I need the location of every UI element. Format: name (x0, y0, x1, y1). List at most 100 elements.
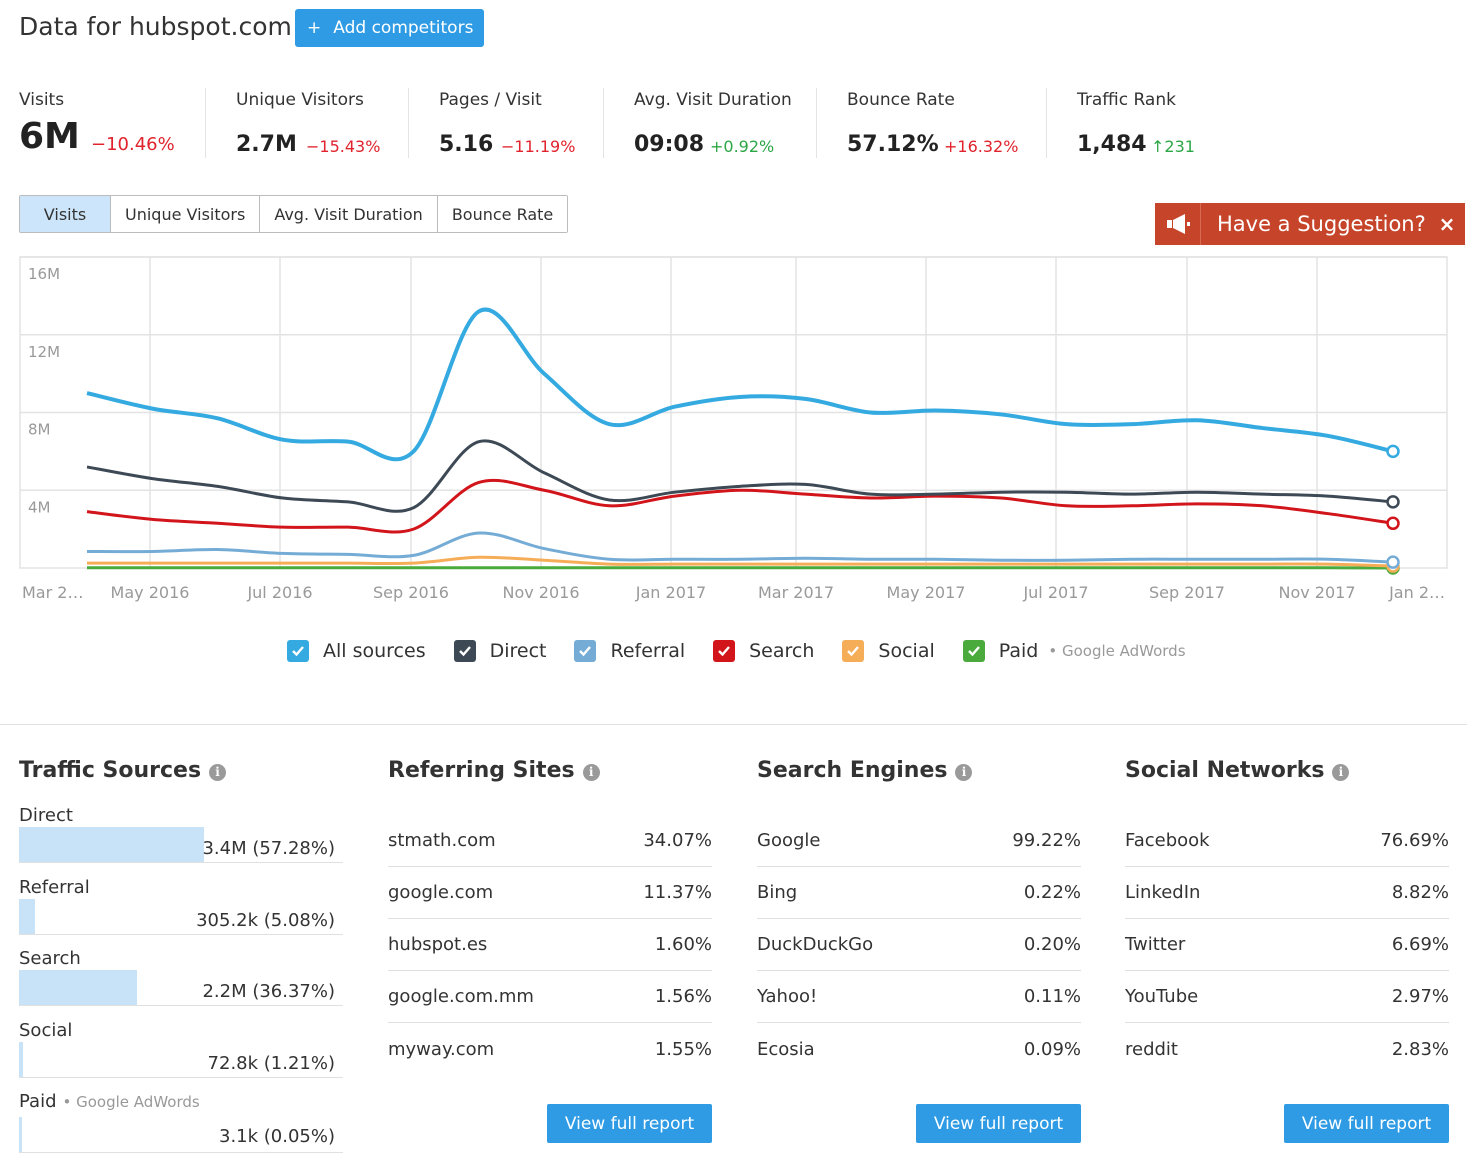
engine-name: Google (757, 830, 821, 851)
metric-label: Pages / Visit (439, 90, 542, 110)
list-item[interactable]: DuckDuckGo 0.20% (757, 919, 1081, 971)
metric-label: Bounce Rate (847, 90, 955, 110)
site-pct: 11.37% (643, 882, 712, 903)
network-name: LinkedIn (1125, 882, 1201, 903)
metric-separator (816, 88, 817, 158)
series-line-direct (86, 439, 1394, 513)
list-item[interactable]: google.com 11.37% (388, 867, 712, 919)
x-tick-label: Jan 2017 (635, 583, 706, 602)
network-pct: 76.69% (1380, 830, 1449, 851)
x-tick-label: May 2017 (887, 583, 966, 602)
traffic-source-direct: Direct 3.4M (57.28%) (19, 805, 343, 877)
traffic-source-value: 305.2k (5.08%) (196, 910, 335, 931)
checkbox-checked-icon[interactable] (287, 640, 309, 662)
metric-value: 09:08 (634, 132, 705, 157)
checkbox-checked-icon[interactable] (842, 640, 865, 662)
metric-value: 6M (19, 116, 80, 157)
panel-title: Social Networks i (1125, 750, 1449, 790)
list-item[interactable]: Twitter 6.69% (1125, 919, 1449, 971)
list-item[interactable]: Bing 0.22% (757, 867, 1081, 919)
page-title: Data for hubspot.com (19, 12, 292, 41)
list-item[interactable]: myway.com 1.55% (388, 1023, 712, 1075)
traffic-share-bar (19, 1042, 23, 1077)
metric-separator (603, 88, 604, 158)
panel-title: Referring Sites i (388, 750, 712, 790)
site-name: google.com.mm (388, 986, 534, 1007)
row-divider (19, 1005, 343, 1006)
metrics-bar: Visits 6M −10.46% Unique Visitors 2.7M −… (0, 86, 1467, 166)
legend-referral[interactable]: Referral (574, 640, 685, 662)
site-pct: 1.60% (654, 934, 712, 955)
checkbox-checked-icon[interactable] (713, 640, 736, 662)
list-item[interactable]: YouTube 2.97% (1125, 971, 1449, 1023)
row-divider (19, 862, 343, 863)
engine-name: Ecosia (757, 1038, 815, 1060)
site-name: google.com (388, 882, 494, 903)
traffic-source-label: Direct (19, 805, 73, 826)
suggestion-banner[interactable]: Have a Suggestion? × (1155, 203, 1465, 245)
traffic-source-label: Social (19, 1020, 73, 1041)
network-pct: 6.69% (1391, 934, 1449, 955)
legend-social[interactable]: Social (842, 640, 935, 662)
traffic-share-bar (19, 899, 35, 934)
list-item[interactable]: LinkedIn 8.82% (1125, 867, 1449, 919)
y-tick-label: 12M (28, 343, 60, 361)
tab-avg-visit-duration[interactable]: Avg. Visit Duration (259, 196, 437, 232)
chart-svg: 16M 12M 8M 4M Mar 2… May 2016 Jul 2016 Sep 2016… (19, 256, 1448, 602)
network-pct: 8.82% (1391, 882, 1449, 903)
list-item[interactable]: Facebook 76.69% (1125, 815, 1449, 867)
panel-title: Traffic Sources i (19, 750, 343, 790)
legend-label: Direct (489, 640, 547, 662)
list-item[interactable]: stmath.com 34.07% (388, 815, 712, 867)
tab-unique-visitors[interactable]: Unique Visitors (110, 196, 260, 232)
list-item[interactable]: Ecosia 0.09% (757, 1023, 1081, 1075)
traffic-source-paid: Paid • Google AdWords 3.1k (0.05%) (19, 1091, 343, 1163)
metric-label: Visits (19, 90, 65, 110)
traffic-source-note: • Google AdWords (62, 1093, 200, 1111)
traffic-source-value: 2.2M (36.37%) (202, 981, 335, 1002)
traffic-source-referral: Referral 305.2k (5.08%) (19, 877, 343, 949)
legend-paid[interactable]: Paid (962, 640, 1038, 662)
site-name: hubspot.es (388, 934, 488, 955)
series-endpoint-direct (1386, 495, 1400, 509)
tab-bounce-rate[interactable]: Bounce Rate (436, 196, 568, 232)
legend-all-sources[interactable]: All sources (287, 640, 426, 662)
x-tick-label: Jan 2… (1388, 583, 1445, 602)
checkbox-checked-icon[interactable] (453, 640, 476, 662)
site-pct: 34.07% (643, 830, 712, 851)
checkbox-checked-icon[interactable] (962, 640, 985, 662)
legend-search[interactable]: Search (713, 640, 814, 662)
series-line-social (87, 555, 1394, 568)
y-tick-label: 8M (28, 421, 51, 439)
tab-visits[interactable]: Visits (20, 196, 110, 232)
checkbox-checked-icon[interactable] (574, 640, 597, 662)
list-item[interactable]: google.com.mm 1.56% (388, 971, 712, 1023)
list-item[interactable]: Google 99.22% (757, 815, 1081, 867)
view-full-report-button[interactable]: View full report (547, 1104, 712, 1143)
info-icon[interactable]: i (955, 763, 973, 781)
x-tick-label: Jul 2017 (1022, 583, 1088, 602)
info-icon[interactable]: i (582, 763, 600, 781)
list-item[interactable]: hubspot.es 1.60% (388, 919, 712, 971)
info-icon[interactable]: i (209, 763, 227, 781)
legend-paid-note: • Google AdWords (1048, 642, 1186, 660)
view-full-report-button[interactable]: View full report (916, 1104, 1081, 1143)
series-line-search (86, 478, 1394, 534)
row-divider (19, 1152, 343, 1153)
info-icon[interactable]: i (1332, 763, 1350, 781)
view-full-report-button[interactable]: View full report (1284, 1104, 1449, 1143)
social-networks-panel: Social Networks i Facebook 76.69% LinkedI… (1125, 750, 1449, 1150)
metric-separator (205, 88, 206, 158)
metric-pages-per-visit: Pages / Visit 5.16 −11.19% (439, 86, 604, 158)
add-competitors-button[interactable]: + Add competitors (295, 9, 484, 47)
legend-direct[interactable]: Direct (453, 640, 547, 662)
traffic-source-label: Search (19, 948, 81, 969)
close-icon[interactable]: × (1438, 212, 1456, 236)
list-item[interactable]: Yahoo! 0.11% (757, 971, 1081, 1023)
x-tick-label: Nov 2016 (502, 583, 579, 602)
engine-pct: 0.20% (1023, 934, 1081, 955)
add-competitors-label: Add competitors (333, 18, 474, 38)
metric-delta: +16.32% (944, 137, 1019, 156)
list-item[interactable]: reddit 2.83% (1125, 1023, 1449, 1075)
metric-bounce-rate: Bounce Rate 57.12% +16.32% (847, 86, 1047, 158)
